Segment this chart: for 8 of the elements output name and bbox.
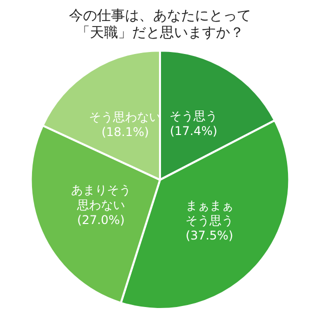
data-label: (18.1%): [101, 124, 149, 139]
slice-label: あまりそう思わない: [70, 182, 131, 212]
chart-title: 今の仕事は、あなたにとって「天職」だと思いますか？: [69, 8, 251, 41]
data-label: (17.4%): [170, 124, 218, 138]
data-label: (27.0%): [77, 212, 125, 227]
data-label: (37.5%): [186, 228, 234, 243]
slice-label: まぁまぁそう思う: [185, 198, 234, 228]
slice-label: そう思う: [170, 109, 218, 124]
